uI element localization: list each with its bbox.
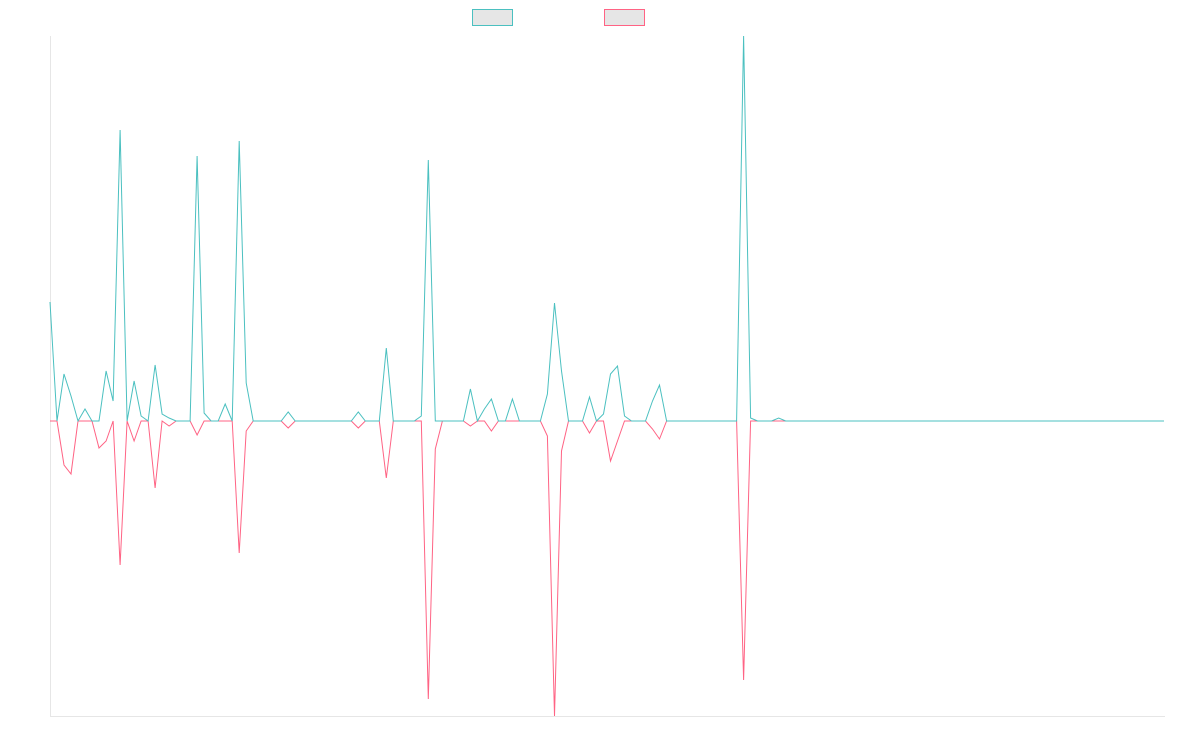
legend-swatch[interactable] [604, 9, 645, 26]
series-line [49, 35, 1164, 423]
series-line [50, 420, 1164, 717]
legend-swatch[interactable] [472, 9, 513, 26]
